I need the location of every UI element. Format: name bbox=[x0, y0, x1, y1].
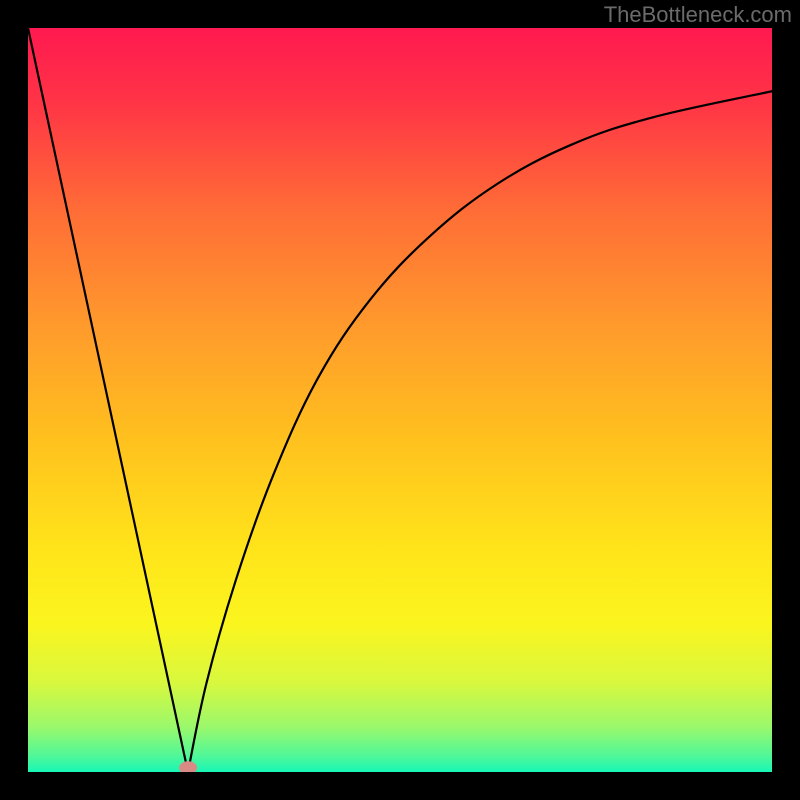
watermark-text: TheBottleneck.com bbox=[604, 2, 792, 28]
curve-layer bbox=[28, 28, 772, 772]
minimum-marker bbox=[179, 761, 197, 772]
chart-container: TheBottleneck.com bbox=[0, 0, 800, 800]
plot-area bbox=[28, 28, 772, 772]
